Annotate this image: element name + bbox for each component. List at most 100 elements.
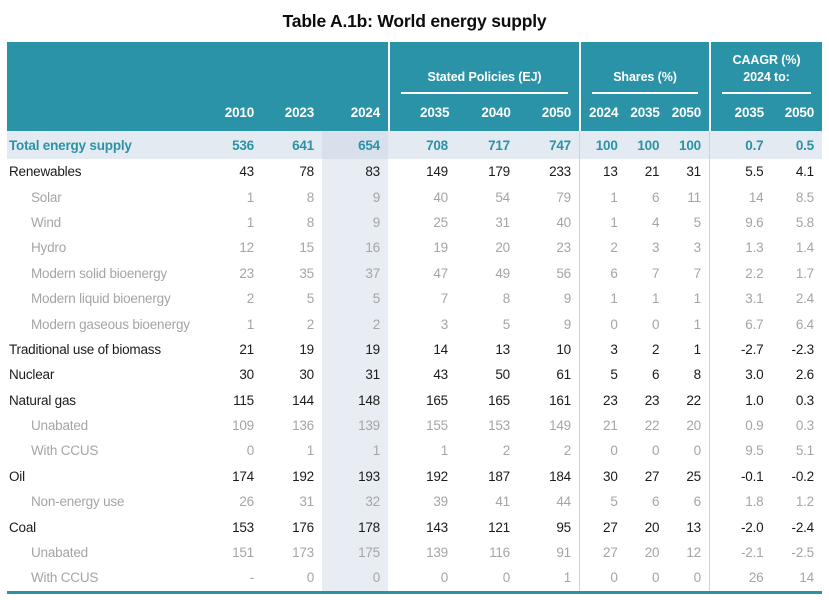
cell-sh-2035: 23	[644, 392, 660, 408]
cell-sh-2024: 1	[610, 189, 618, 205]
header-section-stated-policies: Stated Policies (EJ) 2035 2040 2050	[388, 42, 579, 131]
cell-ca-2035: 2.2	[745, 265, 764, 281]
cell-ca-2035: 6.7	[745, 316, 764, 332]
cell-sp-2035: 708	[426, 137, 448, 153]
cell-ca-2050: 2.6	[795, 367, 814, 383]
cell-sh-2050: 1	[693, 341, 702, 357]
cell-sp-2035: 40	[433, 189, 448, 205]
cell-2010: 1	[246, 316, 255, 332]
row-label: Unabated	[31, 545, 88, 561]
table-row: Modern gaseous bioenergy 1 2 2 3 5 9 0 0…	[7, 311, 822, 337]
table-header: 2010 2023 2024 Stated Policies (EJ) 2035…	[7, 42, 822, 131]
cell-sp-2035: 43	[433, 367, 448, 383]
cell-sp-2050: 79	[556, 189, 571, 205]
table-title: Table A.1b: World energy supply	[282, 11, 547, 31]
cell-ca-2050: 8.5	[795, 189, 814, 205]
cell-sh-2024: 0	[610, 316, 618, 332]
cell-2023: 144	[292, 392, 314, 408]
cell-sp-2050: 9	[563, 316, 572, 332]
cell-sp-2050: 91	[556, 545, 571, 561]
header-years-history: 2010 2023 2024	[7, 94, 388, 131]
cell-2024: 193	[322, 463, 388, 490]
cell-sp-2040: 121	[488, 519, 510, 535]
cell-sh-2035: 6	[652, 189, 660, 205]
cell-sp-2050: 2	[563, 443, 572, 459]
cell-sp-2040: 54	[495, 189, 510, 205]
row-label: Modern solid bioenergy	[31, 265, 167, 281]
cell-ca-2035: 1.0	[745, 392, 764, 408]
header-group-shares: Shares (%)	[581, 42, 709, 94]
cell-sh-2035: 21	[644, 164, 660, 180]
cell-sp-2040: 49	[495, 265, 510, 281]
cell-sh-2050: 25	[686, 468, 701, 484]
cell-sp-2040: 8	[502, 291, 511, 307]
cell-sp-2040: 41	[495, 494, 510, 510]
cell-ca-2050: 1.2	[795, 494, 814, 510]
table-row: With CCUS - 0 0 0 0 1 0 0 0 26 14	[7, 565, 822, 591]
cell-2010: 30	[239, 367, 254, 383]
cell-2024: 37	[322, 260, 388, 286]
header-group-stated-policies: Stated Policies (EJ)	[390, 42, 579, 94]
cell-sh-2024: 27	[603, 519, 618, 535]
cell-2024: 1	[322, 438, 388, 464]
cell-sh-2035: 2	[652, 341, 660, 357]
cell-sh-2024: 6	[610, 265, 618, 281]
header-section-caagr: CAAGR (%) 2024 to: 2035 2050	[709, 42, 822, 131]
group-label-shares: Shares (%)	[592, 69, 698, 94]
cell-2024: 175	[322, 539, 388, 566]
cell-2024: 19	[322, 336, 388, 363]
cell-2010: 151	[232, 545, 254, 561]
cell-ca-2050: -0.2	[791, 468, 815, 484]
row-label: Total energy supply	[9, 137, 132, 153]
group-label-stated-policies: Stated Policies (EJ)	[401, 69, 568, 94]
table-row: Natural gas 115 144 148 165 165 161 23 2…	[7, 387, 822, 413]
cell-ca-2035: -2.7	[740, 341, 764, 357]
cell-2010: 1	[246, 214, 255, 230]
cell-sh-2024: 3	[610, 341, 618, 357]
cell-2010: 23	[239, 265, 254, 281]
cell-sp-2035: 165	[426, 392, 448, 408]
cell-sp-2040: 20	[495, 240, 510, 256]
cell-2024: 32	[322, 489, 388, 515]
cell-sp-2035: 7	[440, 291, 449, 307]
cell-sh-2050: 7	[693, 265, 702, 281]
cell-sh-2050: 1	[693, 316, 702, 332]
cell-ca-2050: 6.4	[795, 316, 814, 332]
row-label: Traditional use of biomass	[9, 341, 161, 357]
row-label: Oil	[9, 468, 25, 484]
cell-sp-2050: 161	[549, 392, 571, 408]
cell-2023: 136	[292, 418, 314, 434]
group-label-caagr-line1: CAAGR (%)	[732, 53, 801, 68]
cell-sh-2035: 100	[637, 137, 660, 153]
cell-sp-2035: 25	[433, 214, 448, 230]
row-label: Coal	[9, 519, 36, 535]
row-label: With CCUS	[31, 443, 99, 459]
cell-sp-2040: 5	[502, 316, 511, 332]
table-row: Unabated 109 136 139 155 153 149 21 22 2…	[7, 412, 822, 439]
cell-2024: 0	[322, 565, 388, 591]
cell-2024: 5	[322, 285, 388, 312]
cell-2023: 19	[299, 341, 314, 357]
cell-sh-2035: 3	[652, 240, 660, 256]
col-header-sp-2050: 2050	[541, 105, 571, 120]
cell-2023: 0	[306, 570, 315, 586]
cell-2023: 173	[292, 545, 314, 561]
cell-sp-2035: 149	[426, 164, 448, 180]
header-group-blank	[7, 42, 388, 94]
cell-sh-2050: 11	[687, 189, 701, 205]
cell-sp-2050: 1	[563, 570, 572, 586]
cell-ca-2050: 4.1	[795, 164, 814, 180]
cell-2024: 178	[322, 514, 388, 540]
cell-ca-2050: 2.4	[795, 291, 814, 307]
cell-sh-2050: 0	[693, 443, 702, 459]
cell-sp-2035: 3	[440, 316, 449, 332]
header-section-shares: Shares (%) 2024 2035 2050	[579, 42, 709, 131]
cell-ca-2050: 5.8	[795, 214, 814, 230]
cell-2010: 1	[246, 189, 255, 205]
table-row: Renewables 43 78 83 149 179 233 13 21 31…	[7, 159, 822, 185]
cell-ca-2050: 14	[799, 570, 814, 586]
cell-2023: 192	[292, 468, 314, 484]
cell-sp-2040: 153	[488, 418, 510, 434]
cell-2024: 31	[322, 362, 388, 388]
row-label: Non-energy use	[31, 494, 125, 510]
